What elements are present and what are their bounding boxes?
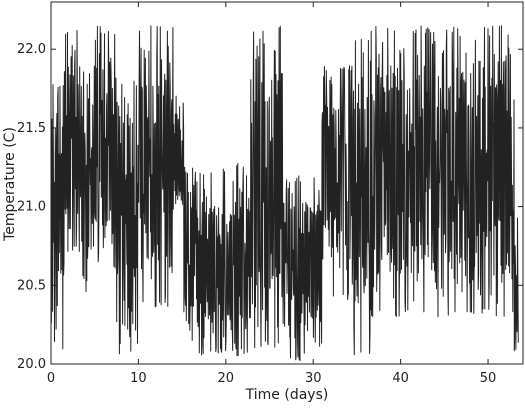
y-tick-label: 20.0 bbox=[17, 357, 46, 372]
y-tick-label: 20.5 bbox=[17, 278, 46, 293]
temperature-series-line bbox=[51, 25, 519, 362]
y-tick-label: 22.0 bbox=[17, 42, 46, 57]
x-tick-label: 30 bbox=[305, 371, 322, 386]
x-tick-label: 10 bbox=[130, 371, 147, 386]
y-axis-label: Temperature (C) bbox=[2, 127, 18, 242]
axes-layer: 0 10 20 30 40 50 20.0 20.5 21.0 21.5 22.0 bbox=[17, 1, 524, 386]
series-group bbox=[51, 25, 519, 362]
x-tick-label: 40 bbox=[392, 371, 409, 386]
y-tick-label: 21.5 bbox=[17, 121, 46, 136]
x-tick-label: 0 bbox=[47, 371, 55, 386]
plot-layer bbox=[51, 25, 519, 362]
x-tick-label: 20 bbox=[218, 371, 235, 386]
plot-frame bbox=[50, 1, 524, 365]
x-axis-label: Time (days) bbox=[245, 387, 329, 403]
y-tick-label: 21.0 bbox=[17, 200, 46, 215]
x-tick-label: 50 bbox=[480, 371, 497, 386]
